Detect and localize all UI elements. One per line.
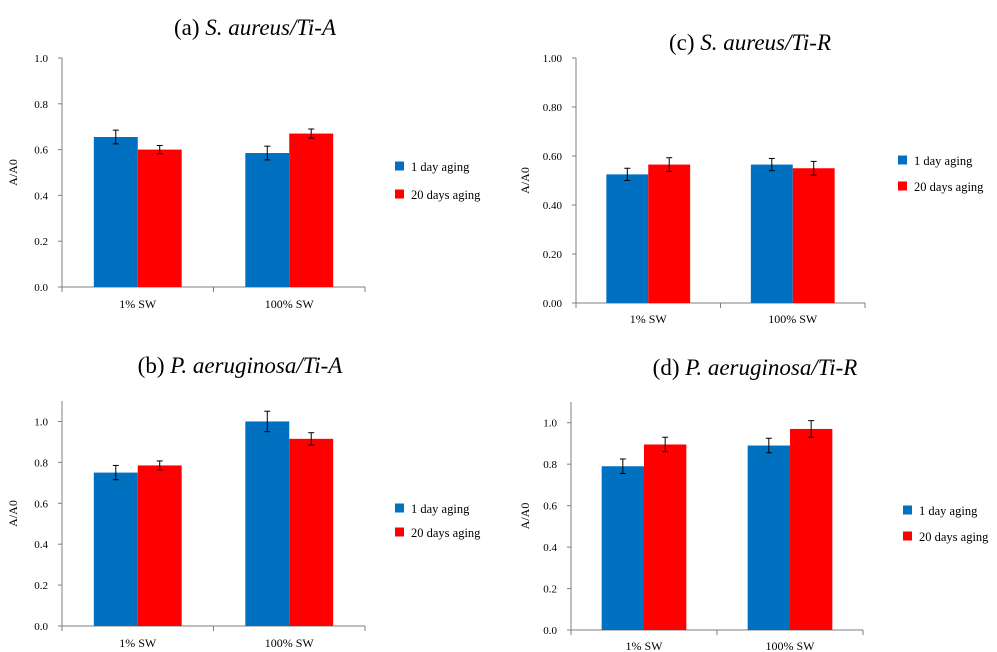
chart-panel-d: (d) P. aeruginosa/Ti-R A/A0 0.0 0.2 0.4 0.6 0.… <box>500 340 997 652</box>
y-tick-label: 1.0 <box>34 53 48 65</box>
chart-svg-c: (c) S. aureus/Ti-R A/A0 0.00 0.20 0.40 0.60 0.… <box>518 30 984 326</box>
bar-day1-100pct <box>245 153 290 287</box>
legend-label-day20: 20 days aging <box>411 188 481 202</box>
bar-day20-100pct <box>289 133 334 287</box>
y-tick-label: 0.4 <box>543 542 557 554</box>
y-axis-label: A/A0 <box>518 503 532 530</box>
chart-panel-a: (a) S. aureus/Ti-A A/A0 0.0 0.2 0.4 0.6 0.8 1.0… <box>0 0 500 320</box>
y-tick-label: 0.4 <box>34 539 48 551</box>
bar-day1-1pct <box>93 137 138 287</box>
x-category-label: 100% SW <box>265 297 315 311</box>
x-category-label: 1% SW <box>630 312 668 326</box>
legend-label-day20: 20 days aging <box>919 530 989 544</box>
y-axis-label: A/A0 <box>6 159 20 186</box>
chart-title-prefix: (d) <box>653 355 686 380</box>
y-tick-label: 0.6 <box>543 501 557 513</box>
y-tick-label: 0.80 <box>543 102 563 114</box>
bar-day1-1pct <box>601 466 644 630</box>
chart-title-organism: P. aeruginosa/Ti-R <box>684 355 857 380</box>
legend-label-day1: 1 day aging <box>411 160 470 174</box>
chart-title-organism: S. aureus/Ti-R <box>700 30 831 55</box>
legend-label-day20: 20 days aging <box>411 526 481 540</box>
legend-swatch-day1 <box>395 161 404 171</box>
legend-label-day1: 1 day aging <box>914 154 973 168</box>
y-tick-label: 0.8 <box>34 457 48 469</box>
chart-title: (d) P. aeruginosa/Ti-R <box>653 355 858 380</box>
bar-day20-100pct <box>790 428 833 630</box>
x-category-label: 100% SW <box>766 639 816 652</box>
x-category-label: 1% SW <box>626 639 664 652</box>
legend-swatch-day20 <box>903 531 912 541</box>
y-tick-label: 0.2 <box>543 584 557 596</box>
legend-swatch-day1 <box>903 505 912 515</box>
bar-day20-1pct <box>137 465 182 626</box>
bar-day1-100pct <box>245 421 290 626</box>
y-tick-label: 0.8 <box>34 99 48 111</box>
y-axis-label: A/A0 <box>6 500 20 527</box>
chart-svg-a: (a) S. aureus/Ti-A A/A0 0.0 0.2 0.4 0.6 0.8 1.0… <box>6 15 481 311</box>
chart-svg-b: (b) P. aeruginosa/Ti-A A/A0 0.0 0.2 0.4 0.6 0.… <box>6 353 481 650</box>
y-tick-label: 0.0 <box>34 282 48 294</box>
y-tick-label: 0.4 <box>34 190 48 202</box>
y-tick-label: 1.00 <box>543 53 563 65</box>
y-tick-label: 1.0 <box>543 418 557 430</box>
y-tick-label: 0.6 <box>34 498 48 510</box>
y-tick-label: 1.0 <box>34 416 48 428</box>
chart-title: (b) P. aeruginosa/Ti-A <box>138 353 344 378</box>
y-tick-label: 0.40 <box>543 200 563 212</box>
y-tick-label: 0.0 <box>34 621 48 633</box>
x-category-label: 1% SW <box>119 636 157 650</box>
bar-day20-100pct <box>792 168 835 303</box>
y-tick-label: 0.2 <box>34 580 48 592</box>
x-category-label: 100% SW <box>768 312 818 326</box>
legend-swatch-day20 <box>395 189 404 199</box>
legend-label-day20: 20 days aging <box>914 180 984 194</box>
y-tick-label: 0.60 <box>543 151 563 163</box>
y-tick-label: 0.20 <box>543 249 563 261</box>
bar-day1-100pct <box>747 445 790 630</box>
y-tick-label: 0.00 <box>543 298 563 310</box>
y-axis-label: A/A0 <box>518 167 532 194</box>
y-tick-label: 0.2 <box>34 236 48 248</box>
chart-title-organism: S. aureus/Ti-A <box>205 15 337 40</box>
chart-title-prefix: (a) <box>174 15 205 40</box>
x-category-label: 100% SW <box>265 636 315 650</box>
bar-day20-1pct <box>648 164 691 303</box>
chart-title: (c) S. aureus/Ti-R <box>669 30 831 55</box>
bar-day20-1pct <box>137 149 182 287</box>
chart-panel-c: (c) S. aureus/Ti-R A/A0 0.00 0.20 0.40 0.60 0.… <box>500 0 997 340</box>
chart-panel-b: (b) P. aeruginosa/Ti-A A/A0 0.0 0.2 0.4 0.6 0.… <box>0 340 500 652</box>
legend-label-day1: 1 day aging <box>411 502 470 516</box>
chart-title-prefix: (b) <box>138 353 171 378</box>
chart-title-organism: P. aeruginosa/Ti-A <box>169 353 343 378</box>
bar-day20-100pct <box>289 438 334 626</box>
chart-title: (a) S. aureus/Ti-A <box>174 15 337 40</box>
legend-label-day1: 1 day aging <box>919 504 978 518</box>
y-tick-label: 0.6 <box>34 145 48 157</box>
chart-svg-d: (d) P. aeruginosa/Ti-R A/A0 0.0 0.2 0.4 0.6 0.… <box>518 355 989 652</box>
bar-day1-100pct <box>750 164 793 303</box>
y-tick-label: 0.8 <box>543 459 557 471</box>
bar-day20-1pct <box>644 444 687 630</box>
y-tick-label: 0.0 <box>543 625 557 637</box>
legend-swatch-day20 <box>898 181 907 191</box>
legend-swatch-day1 <box>395 503 404 513</box>
legend-swatch-day20 <box>395 527 404 537</box>
x-category-label: 1% SW <box>119 297 157 311</box>
bar-day1-1pct <box>606 174 649 303</box>
chart-title-prefix: (c) <box>669 30 700 55</box>
legend-swatch-day1 <box>898 155 907 165</box>
bar-day1-1pct <box>93 472 138 626</box>
